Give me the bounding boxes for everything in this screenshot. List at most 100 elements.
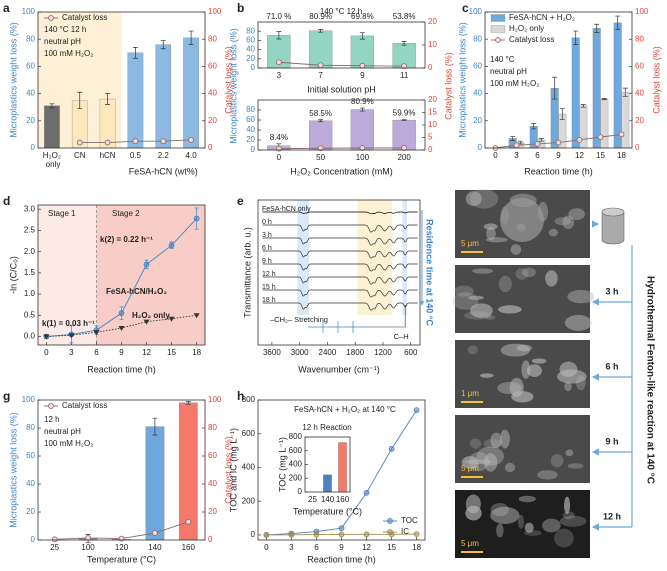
value-label: 80.9% xyxy=(309,12,332,21)
y2-tick-label: 0 xyxy=(635,143,640,152)
plot-frame xyxy=(484,11,633,149)
y-tick-label: 800 xyxy=(242,395,256,404)
legend-label: FeSA-hCN + H₂O₂ xyxy=(509,13,575,22)
value-label: 71.0 % xyxy=(266,12,291,21)
micrograph-texture xyxy=(564,314,592,331)
annotation: k(1) = 0.03 h⁻¹ xyxy=(42,319,95,328)
panel-letter: c xyxy=(462,1,469,15)
marker xyxy=(313,531,320,538)
micrograph-texture xyxy=(554,217,572,226)
marker xyxy=(359,62,366,69)
marker xyxy=(193,313,200,319)
x-tick-label: 160 xyxy=(182,543,196,552)
micrograph-texture xyxy=(483,223,498,230)
micrograph-texture xyxy=(545,270,558,287)
y2-tick-label: 0 xyxy=(428,145,433,154)
y-tick-label: 20 xyxy=(26,507,35,516)
marker xyxy=(185,518,192,525)
annotation: FeSA-hCN + H₂O₂ at 140 °C xyxy=(294,405,396,414)
annotation: 12 h xyxy=(44,415,60,424)
x-tick-label: 0 xyxy=(277,153,282,162)
y-tick-label: 20 xyxy=(26,116,35,125)
y2-tick-label: 20 xyxy=(428,17,437,26)
y-axis-label: Microplastics weight loss (%) xyxy=(228,28,238,144)
panel-letter: g xyxy=(3,389,10,403)
annotation: C–H xyxy=(394,332,409,341)
y2-tick-label: 0 xyxy=(208,143,213,152)
y-axis-label: Microplastics weight loss (%) xyxy=(457,22,467,138)
panel-letter: e xyxy=(237,194,244,208)
annotation: 100 mM H₂O₂ xyxy=(44,439,93,448)
x-axis-label: Initial solution pH xyxy=(307,84,376,94)
micrograph-texture xyxy=(542,518,561,533)
x-tick-label: 15 xyxy=(167,348,176,357)
legend-label: IC xyxy=(401,527,409,536)
y2-tick-label: 40 xyxy=(208,89,217,98)
micrograph-texture xyxy=(517,514,525,529)
micrograph-texture xyxy=(469,438,482,449)
x-tick-label: 12 xyxy=(362,543,371,552)
error-bar xyxy=(185,401,191,405)
x-axis-label: Temperature (°C) xyxy=(293,506,362,516)
legend-swatch xyxy=(48,15,54,21)
y2-tick-label: 80 xyxy=(635,34,644,43)
x-axis-label: Temperature (°C) xyxy=(87,554,156,564)
marker xyxy=(263,532,270,538)
value-label: 53.8% xyxy=(393,12,416,21)
error-bar xyxy=(132,47,138,59)
legend-label: Catalyst loss xyxy=(62,401,107,410)
x-tick-label: 0 xyxy=(44,348,49,357)
bar xyxy=(613,22,622,149)
annotation: 140 °C xyxy=(490,55,515,64)
trace-label: 9 h xyxy=(262,258,272,265)
x-axis-label: H₂O₂ Concentration (mM) xyxy=(290,166,393,176)
micrograph-texture xyxy=(480,373,494,378)
micrograph-texture xyxy=(465,191,482,207)
spectrum xyxy=(262,276,418,285)
y-tick-label: 40 xyxy=(26,479,35,488)
micrograph-texture xyxy=(559,515,587,527)
marker xyxy=(143,261,150,268)
annotation: 100 mM H₂O₂ xyxy=(44,49,93,58)
error-bar xyxy=(77,91,83,109)
error-bar xyxy=(580,104,586,108)
annotation: 100 mM H₂O₂ xyxy=(490,79,539,88)
legend-swatch xyxy=(387,529,393,535)
y-tick-label: 0 xyxy=(478,143,483,152)
micrograph-texture xyxy=(496,523,504,538)
y-tick-label: 0 xyxy=(31,143,36,152)
x-tick-label: 100 xyxy=(356,153,370,162)
micrograph-texture xyxy=(548,228,558,237)
x-tick-label: 18 xyxy=(617,151,626,160)
micrograph-texture xyxy=(567,463,584,469)
stage-region xyxy=(96,205,205,345)
marker xyxy=(288,531,295,538)
marker xyxy=(43,334,50,340)
y2-axis-label: Catalyst loss (%) xyxy=(443,52,453,120)
spectrum xyxy=(262,211,418,215)
trace-label: 0 h xyxy=(262,219,272,226)
x-tick-label: 3 xyxy=(69,348,74,357)
micrograph-texture xyxy=(523,530,542,536)
legend-swatch xyxy=(490,14,506,22)
marker xyxy=(618,131,625,138)
y-tick-label: 60 xyxy=(473,62,482,71)
scale-label: 5 μm xyxy=(461,464,479,473)
annotation: neutral pH xyxy=(44,37,81,46)
trace-label: 12 h xyxy=(262,271,276,278)
y2-axis-label: Catalyst loss (%) xyxy=(223,436,233,504)
plot-frame xyxy=(257,399,426,541)
micrograph-texture xyxy=(576,375,586,391)
marker xyxy=(555,139,562,146)
y2-tick-label: 100 xyxy=(208,7,222,16)
legend-label: H₂O₂ only xyxy=(509,24,544,33)
micrograph-texture xyxy=(516,344,532,352)
error-bar xyxy=(152,417,158,436)
error-bar xyxy=(318,119,324,123)
annotation: neutral pH xyxy=(490,67,527,76)
x-axis-label: Wavenumber (cm⁻¹) xyxy=(298,364,379,374)
spectrum xyxy=(262,263,418,272)
x-tick-label: 160 xyxy=(336,495,350,504)
y2-tick-label: 80 xyxy=(208,423,217,432)
spectrum xyxy=(262,289,418,298)
